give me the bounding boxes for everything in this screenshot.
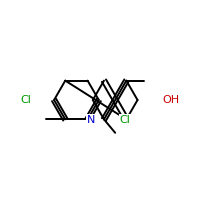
Text: OH: OH <box>162 95 179 105</box>
Text: Cl: Cl <box>120 115 131 125</box>
Text: N: N <box>87 115 95 125</box>
Text: Cl: Cl <box>20 95 31 105</box>
